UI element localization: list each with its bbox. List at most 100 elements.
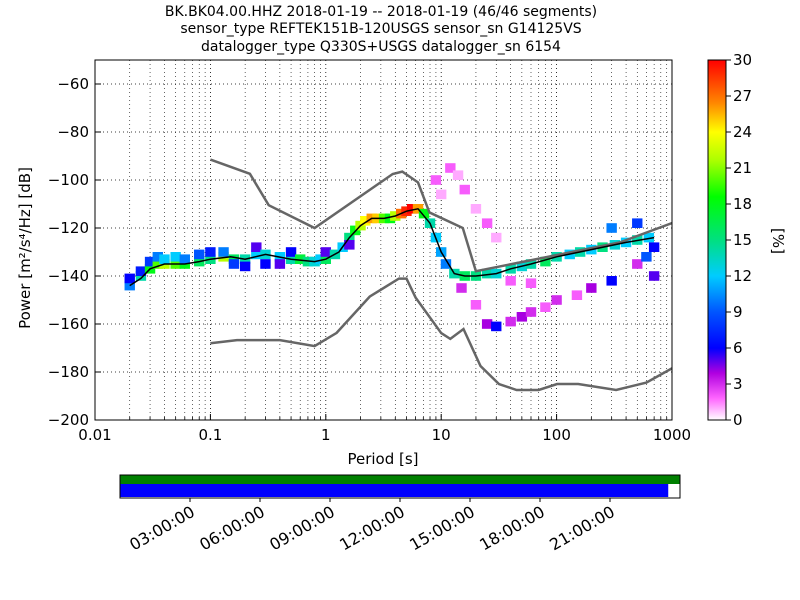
colorbar-tick-label: 27 <box>733 87 752 105</box>
y-axis-label: Power [m²/s⁴/Hz] [dB] <box>16 167 34 329</box>
heatmap-cell <box>170 252 181 262</box>
colorbar-tick-label: 12 <box>733 267 752 285</box>
heatmap-cell <box>445 163 456 173</box>
heatmap-cell <box>406 204 418 214</box>
heatmap-cell <box>540 256 551 267</box>
heatmap-cell <box>606 223 617 233</box>
heatmap-cell <box>525 307 537 317</box>
heatmap-cell <box>274 259 286 269</box>
heatmap-cell <box>430 175 442 185</box>
time-tick-label: 15:00:00 <box>406 502 478 554</box>
heatmap-cell <box>481 319 493 329</box>
colorbar-tick-label: 24 <box>733 123 752 141</box>
x-tick-label: 10 <box>432 426 451 444</box>
y-tick-label: −160 <box>48 315 89 333</box>
heatmap-cell <box>551 295 562 305</box>
heatmap-cell <box>456 283 467 293</box>
time-axis-ticks: 03:00:0006:00:0009:00:0012:00:0015:00:00… <box>126 498 618 554</box>
y-tick-label: −100 <box>48 171 89 189</box>
heatmap-cell <box>152 252 163 262</box>
y-tick-label: −120 <box>48 219 89 237</box>
nlnm-curve <box>210 277 672 392</box>
x-axis-ticks: 0.01 0.1 1 10 100 1000 <box>78 414 691 444</box>
heatmap-cell <box>632 259 643 269</box>
data-coverage-panel: 03:00:0006:00:0009:00:0012:00:0015:00:00… <box>119 474 681 554</box>
heatmap-cell <box>516 312 528 322</box>
heatmap-cell <box>440 259 452 269</box>
coverage-blue-bar <box>120 484 669 497</box>
heatmap-cell <box>315 254 326 264</box>
heatmap-cell <box>285 247 297 257</box>
grid <box>95 60 672 420</box>
y-tick-label: −200 <box>48 411 89 429</box>
heatmap-cell <box>586 283 597 293</box>
heatmap-cell <box>384 213 396 224</box>
nhnm-curve <box>209 158 672 273</box>
heatmap-cell <box>135 266 147 276</box>
heatmap-cell <box>205 247 216 257</box>
heatmap-cell <box>251 242 262 252</box>
heatmap-cell <box>159 254 170 264</box>
time-tick-label: 09:00:00 <box>266 502 338 554</box>
time-tick-label: 21:00:00 <box>546 502 618 554</box>
heatmap-cell <box>144 256 156 267</box>
y-tick-label: −140 <box>48 267 89 285</box>
heatmap-cell <box>260 259 271 269</box>
title-line-2: sensor_type REFTEK151B-120USGS sensor_sn… <box>180 21 581 37</box>
heatmap-cell <box>470 300 482 310</box>
colorbar-ticks: 0 3 6 9 12 15 18 21 24 27 30 <box>726 51 752 429</box>
heatmap-cell <box>152 259 163 269</box>
heatmap-cell <box>344 240 355 250</box>
heatmap-cell <box>251 249 262 260</box>
time-tick-label: 06:00:00 <box>196 502 268 554</box>
heatmap-cell <box>124 273 135 284</box>
colorbar-tick-label: 0 <box>733 411 743 429</box>
time-tick-label: 18:00:00 <box>476 502 548 554</box>
colorbar-tick-label: 6 <box>733 339 743 357</box>
heatmap-cell <box>239 261 251 272</box>
heatmap-cell <box>571 290 583 300</box>
heatmap-cell <box>505 276 516 286</box>
colorbar-tick-label: 15 <box>733 231 752 249</box>
heatmap-cell <box>505 316 516 327</box>
x-tick-label: 0.1 <box>198 426 222 444</box>
y-tick-label: −80 <box>57 123 89 141</box>
heatmap-cell <box>218 247 229 257</box>
heatmap-cell <box>179 254 190 264</box>
heatmap-cell <box>491 232 502 243</box>
x-tick-label: 0.01 <box>78 426 111 444</box>
x-axis-label: Period [s] <box>347 450 418 468</box>
heatmap-cell <box>194 249 205 260</box>
colorbar-tick-label: 9 <box>733 303 743 321</box>
heatmap-cell <box>648 271 660 281</box>
heatmap-cell <box>418 208 430 219</box>
heatmap-cell <box>648 242 660 252</box>
noise-model-curves <box>129 158 672 392</box>
colorbar-label: [%] <box>769 228 787 254</box>
time-tick-label: 03:00:00 <box>126 502 198 554</box>
time-tick-label: 12:00:00 <box>336 502 408 554</box>
heatmap-cell <box>436 189 447 200</box>
colorbar-tick-label: 3 <box>733 375 743 393</box>
heatmap-cell <box>470 204 482 214</box>
plot-frame <box>94 59 673 421</box>
heatmap-cell <box>459 184 470 195</box>
x-tick-label: 1 <box>321 426 331 444</box>
title-line-1: BK.BK04.00.HHZ 2018-01-19 -- 2018-01-19 … <box>165 4 597 20</box>
y-tick-label: −60 <box>57 75 89 93</box>
heatmap-cell <box>643 232 655 243</box>
mode-curve <box>129 207 655 287</box>
colorbar <box>707 59 727 421</box>
heatmap-cell <box>481 218 493 228</box>
coverage-green-bar <box>120 475 680 484</box>
y-axis-ticks: −60 −80 −100 −120 −140 −160 −180 −200 <box>48 75 101 429</box>
heatmap-cell <box>491 321 502 332</box>
heatmap-cell <box>320 247 331 257</box>
heatmap-cell <box>360 216 371 226</box>
heatmap-cell <box>452 170 464 180</box>
heatmap-cell <box>295 254 306 264</box>
colorbar-tick-label: 21 <box>733 159 752 177</box>
x-tick-label: 100 <box>542 426 571 444</box>
x-tick-label: 1000 <box>653 426 691 444</box>
